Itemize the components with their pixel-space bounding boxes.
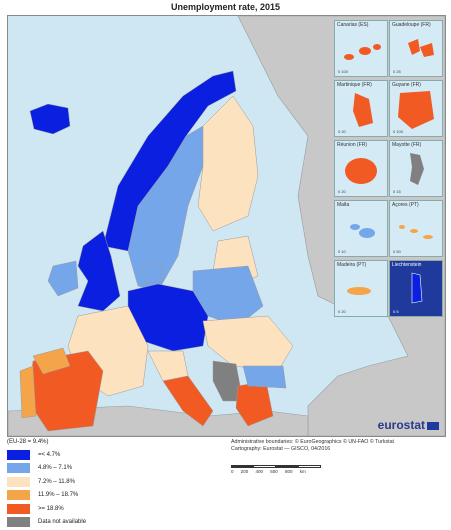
inset-label: Mayotte (FR) bbox=[392, 142, 422, 148]
region-italy-north bbox=[147, 350, 189, 382]
inset-label: Canarias (ES) bbox=[337, 22, 369, 28]
inset-label: Liechtenstein bbox=[392, 262, 422, 268]
legend-item: Data not available bbox=[7, 517, 227, 529]
inset-reunion[interactable]: Réunion (FR) 0 20 bbox=[334, 140, 388, 197]
legend-label: 7.2% – 11.8% bbox=[38, 478, 75, 485]
legend-reference: (EU-28 = 9.4%) bbox=[7, 439, 49, 445]
inset-liechtenstein[interactable]: Liechtenstein 0 5 bbox=[389, 260, 443, 317]
map-title: Unemployment rate, 2015 bbox=[170, 2, 281, 12]
inset-malta-shape bbox=[350, 224, 375, 238]
legend-label: Data not available bbox=[38, 519, 87, 526]
inset-martinique[interactable]: Martinique (FR) 0 20 bbox=[334, 80, 388, 137]
region-ireland bbox=[47, 260, 79, 297]
inset-acores-shape bbox=[399, 225, 433, 239]
inset-mayotte[interactable]: Mayotte (FR) 0 15 bbox=[389, 140, 443, 197]
map-frame[interactable]: Canarias (ES) 0 100 Guadeloupe (FR) 0 25… bbox=[7, 15, 446, 437]
legend-swatch bbox=[7, 517, 30, 528]
legend: (EU-28 = 9.4%) =< 4.7% 4.8% – 7.1% 7.2% – … bbox=[7, 439, 227, 530]
legend-label: 4.8% – 7.1% bbox=[38, 465, 73, 472]
inset-malta[interactable]: Malta 0 10 bbox=[334, 200, 388, 257]
legend-swatch bbox=[7, 490, 30, 501]
inset-guyane[interactable]: Guyane (FR) 0 100 bbox=[389, 80, 443, 137]
region-finland bbox=[197, 95, 259, 232]
inset-scale: 0 20 bbox=[338, 309, 346, 314]
inset-canarias-shape bbox=[344, 44, 381, 60]
region-portugal bbox=[19, 365, 37, 419]
inset-scale: 0 50 bbox=[393, 249, 401, 254]
legend-item: =< 4.7% bbox=[7, 449, 227, 461]
scale-bar-ticks: 0 200 400 600 800 km bbox=[231, 469, 306, 474]
legend-swatch bbox=[7, 449, 30, 460]
legend-item: >= 18.8% bbox=[7, 503, 227, 515]
inset-scale: 0 5 bbox=[393, 309, 399, 314]
inset-label: Madeira (PT) bbox=[337, 262, 367, 268]
inset-label: Réunion (FR) bbox=[337, 142, 368, 148]
region-iceland bbox=[29, 103, 71, 135]
region-spain-north bbox=[32, 347, 71, 375]
inset-reunion-shape bbox=[345, 158, 377, 184]
legend-swatch bbox=[7, 463, 30, 474]
inset-mayotte-shape bbox=[410, 153, 424, 185]
credits-boundaries: Administrative boundaries: © EuroGeograp… bbox=[231, 439, 395, 445]
legend-item: 7.2% – 11.8% bbox=[7, 476, 227, 488]
inset-scale: 0 10 bbox=[338, 249, 346, 254]
inset-label: Guadeloupe (FR) bbox=[392, 22, 431, 28]
region-balkans-na bbox=[212, 360, 244, 402]
legend-swatch bbox=[7, 476, 30, 487]
legend-label: >= 18.8% bbox=[38, 505, 64, 512]
inset-madeira-shape bbox=[347, 287, 371, 295]
region-italy-south bbox=[162, 375, 214, 427]
inset-scale: 0 100 bbox=[338, 69, 349, 74]
eu-flag-icon bbox=[427, 421, 439, 430]
region-bulgaria bbox=[242, 365, 287, 389]
inset-scale: 0 20 bbox=[338, 189, 346, 194]
credits: Administrative boundaries: © EuroGeograp… bbox=[231, 439, 446, 453]
inset-canarias[interactable]: Canarias (ES) 0 100 bbox=[334, 20, 388, 77]
inset-martinique-shape bbox=[353, 93, 373, 127]
credits-cartography: Cartography: Eurostat — GISCO, 04/2016 bbox=[231, 446, 331, 452]
inset-label: Malta bbox=[337, 202, 350, 208]
inset-scale: 0 20 bbox=[338, 129, 346, 134]
inset-scale: 0 15 bbox=[393, 189, 401, 194]
region-denmark bbox=[142, 260, 164, 285]
inset-label: Açores (PT) bbox=[392, 202, 419, 208]
inset-scale: 0 25 bbox=[393, 69, 401, 74]
legend-item: 11.9% – 18.7% bbox=[7, 490, 227, 502]
inset-guadeloupe-shape bbox=[408, 39, 434, 57]
inset-label: Martinique (FR) bbox=[337, 82, 372, 88]
legend-item: 4.8% – 7.1% bbox=[7, 463, 227, 475]
legend-label: 11.9% – 18.7% bbox=[38, 492, 79, 499]
inset-label: Guyane (FR) bbox=[392, 82, 421, 88]
eurostat-logo: eurostat bbox=[378, 418, 439, 432]
inset-guadeloupe[interactable]: Guadeloupe (FR) 0 25 bbox=[389, 20, 443, 77]
inset-scale: 0 100 bbox=[393, 129, 404, 134]
inset-acores[interactable]: Açores (PT) 0 50 bbox=[389, 200, 443, 257]
legend-label: =< 4.7% bbox=[38, 451, 61, 458]
legend-swatch bbox=[7, 503, 30, 514]
scale-bar: 0 200 400 600 800 km bbox=[231, 465, 321, 474]
inset-guyane-shape bbox=[398, 91, 434, 129]
inset-madeira[interactable]: Madeira (PT) 0 20 bbox=[334, 260, 388, 317]
inset-liechtenstein-shape bbox=[411, 272, 423, 304]
